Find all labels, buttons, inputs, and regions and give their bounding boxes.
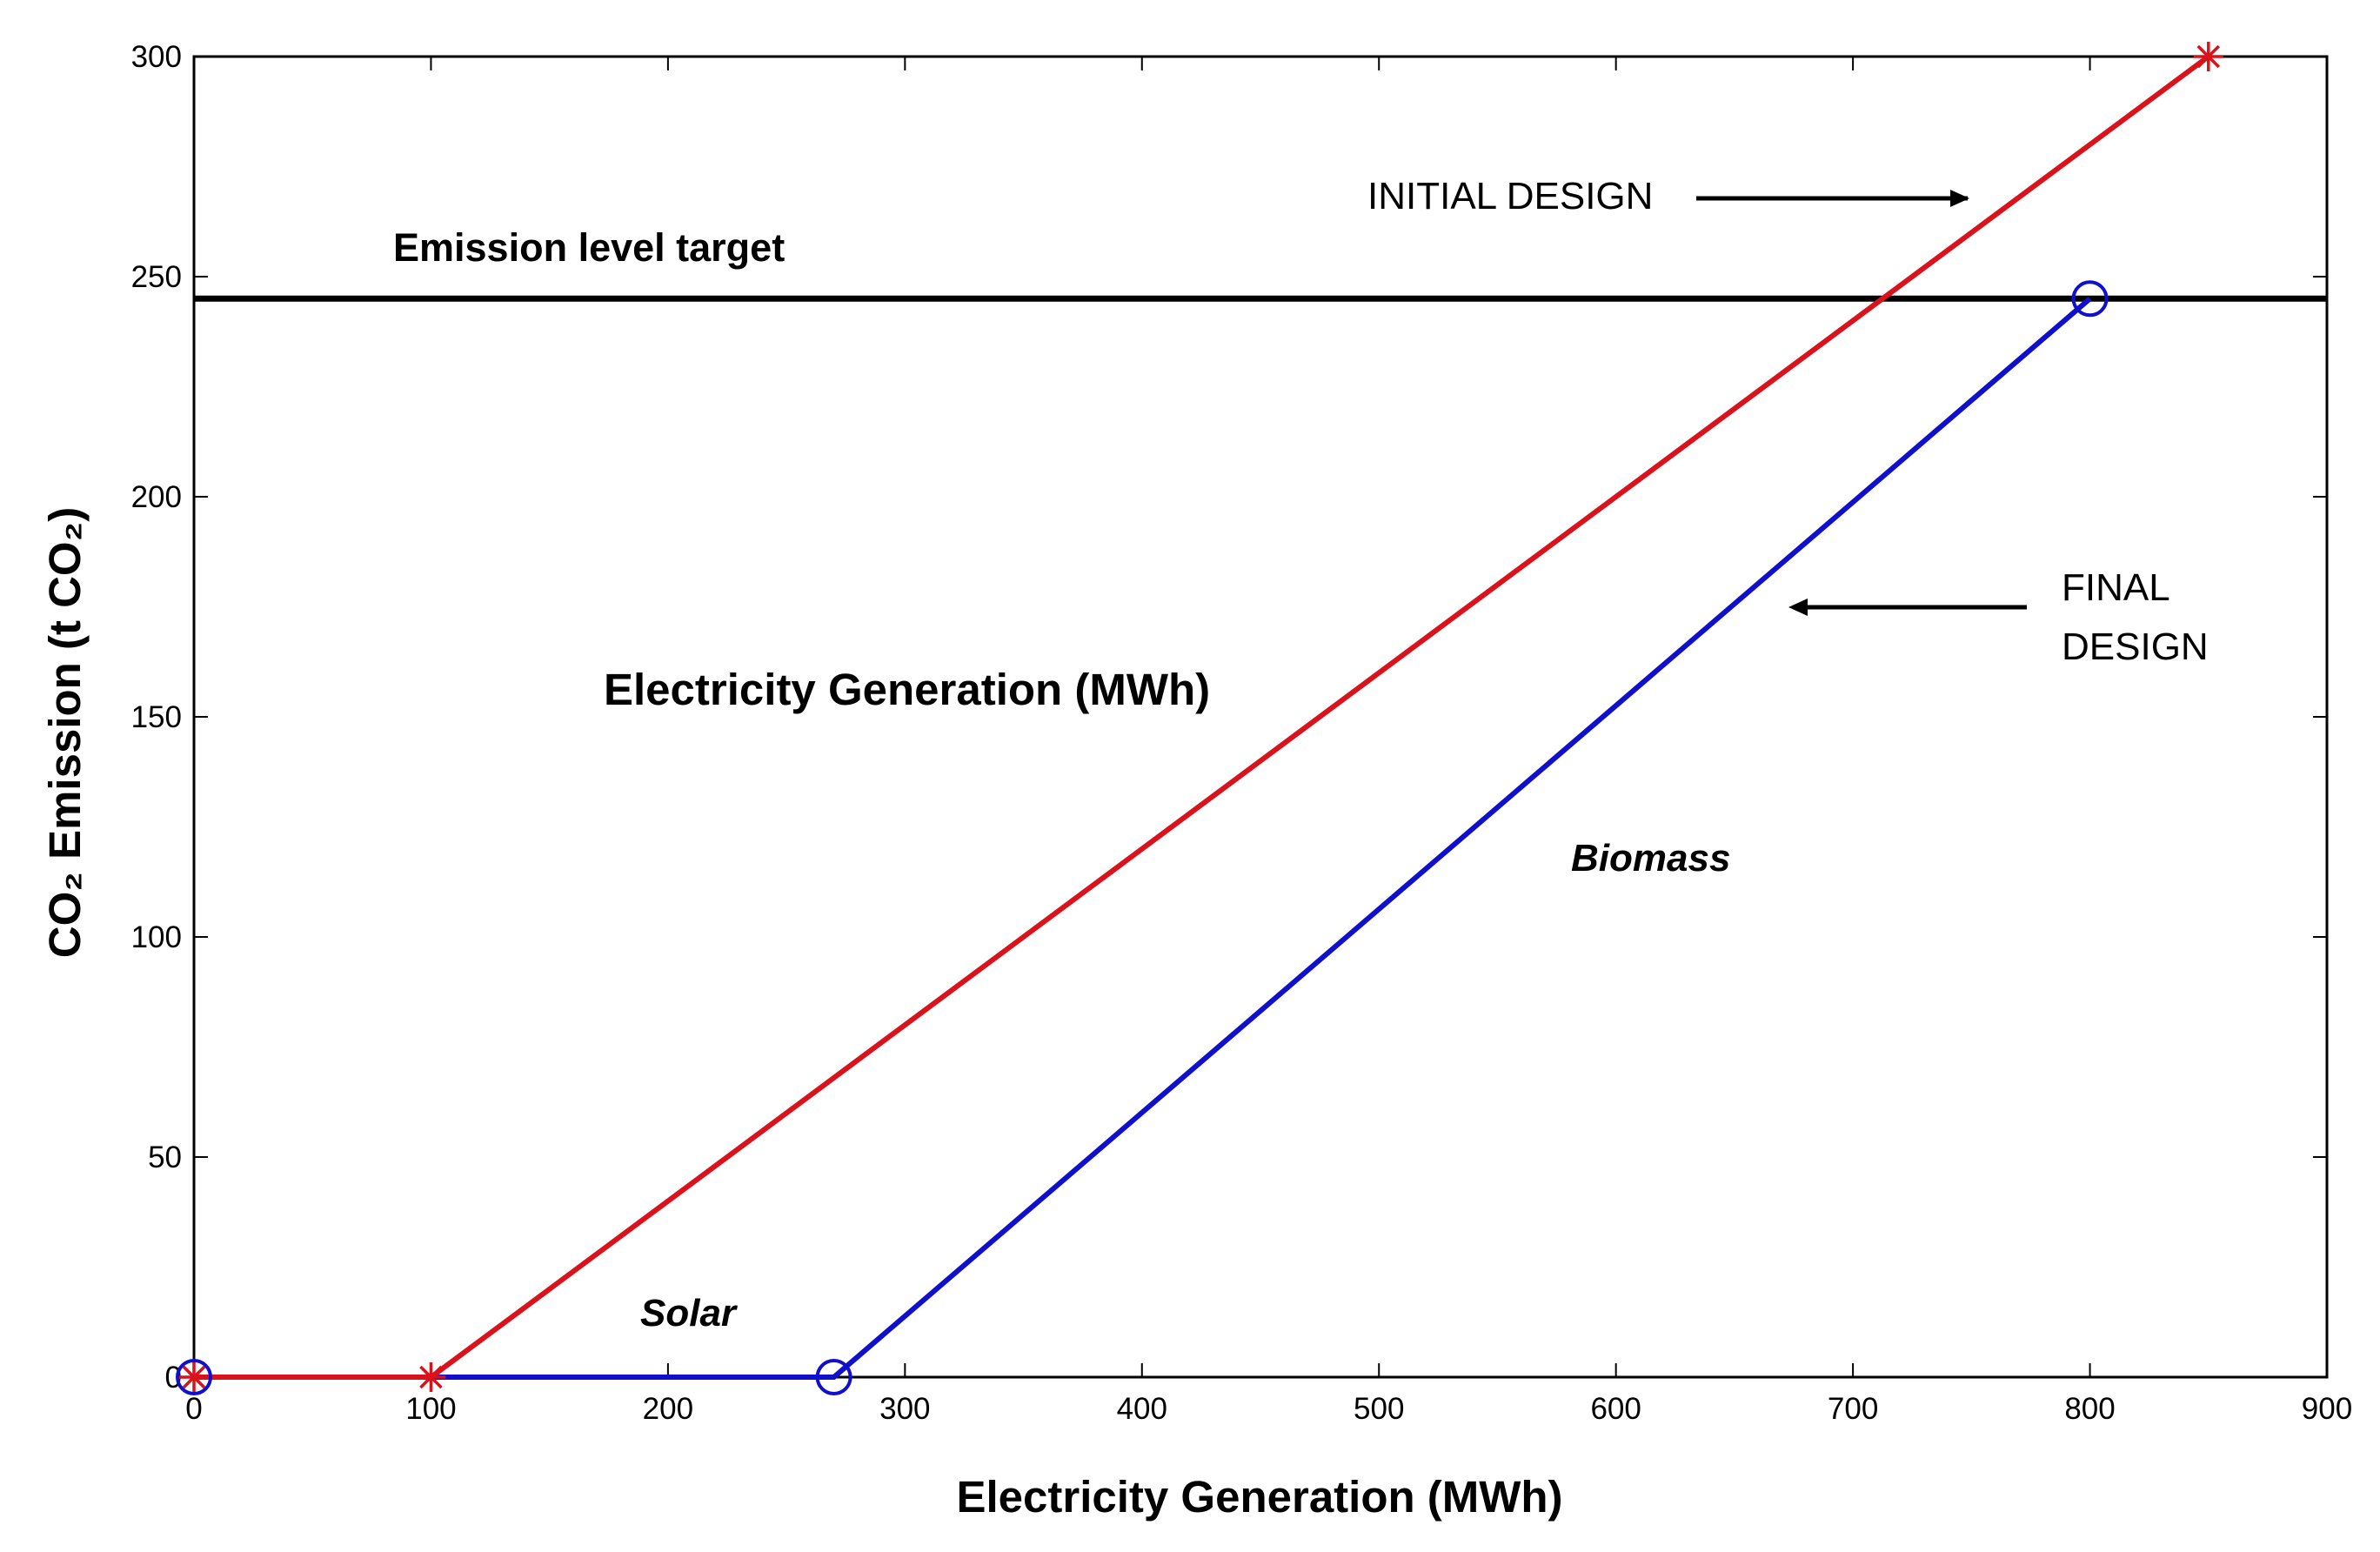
final-design-arrowhead [1788, 599, 1808, 616]
x-tick-label: 700 [1828, 1392, 1878, 1426]
y-tick-label: 200 [131, 480, 182, 514]
y-tick-label: 250 [131, 260, 182, 294]
x-axis-title: Electricity Generation (MWh) [956, 1472, 1562, 1522]
initial-design-point [2193, 42, 2223, 71]
emission-target-label: Emission level target [393, 225, 785, 270]
y-tick-label: 50 [148, 1141, 182, 1174]
initial-design-arrowhead [1950, 190, 1969, 207]
x-tick-label: 900 [2302, 1392, 2352, 1426]
x-tick-label: 0 [185, 1392, 202, 1426]
initial-design-label: INITIAL DESIGN [1367, 175, 1653, 217]
final-design-label-line2: DESIGN [2062, 625, 2209, 668]
final-design-label-line1: FINAL [2062, 566, 2170, 609]
final-design-point [2071, 280, 2109, 318]
x-tick-label: 100 [405, 1392, 456, 1426]
middle-generation-label: Electricity Generation (MWh) [604, 665, 1210, 714]
x-tick-label: 500 [1354, 1392, 1404, 1426]
y-tick-label: 150 [131, 700, 182, 734]
initial-design-point [416, 1362, 446, 1392]
x-tick-label: 400 [1117, 1392, 1167, 1426]
x-tick-label: 200 [643, 1392, 693, 1426]
y-tick-label: 0 [165, 1361, 182, 1395]
solar-label: Solar [640, 1292, 739, 1335]
biomass-label: Biomass [1571, 837, 1730, 880]
x-tick-label: 800 [2064, 1392, 2115, 1426]
final-design-point [176, 1359, 212, 1395]
x-tick-label: 300 [879, 1392, 930, 1426]
final-design-point [815, 1359, 852, 1395]
y-axis-title: CO₂ Emission (t CO₂) [40, 507, 90, 959]
y-tick-label: 300 [131, 40, 182, 74]
series-line-final-design [194, 297, 2092, 1380]
y-tick-label: 100 [131, 920, 182, 954]
markers-group [176, 42, 2223, 1395]
x-tick-label: 600 [1590, 1392, 1641, 1426]
axis-ticks: 0 100 200 300 400 500 600 700 800 900 0 50 100 150 200… [131, 40, 2353, 1426]
initial-design-point [179, 1362, 209, 1392]
